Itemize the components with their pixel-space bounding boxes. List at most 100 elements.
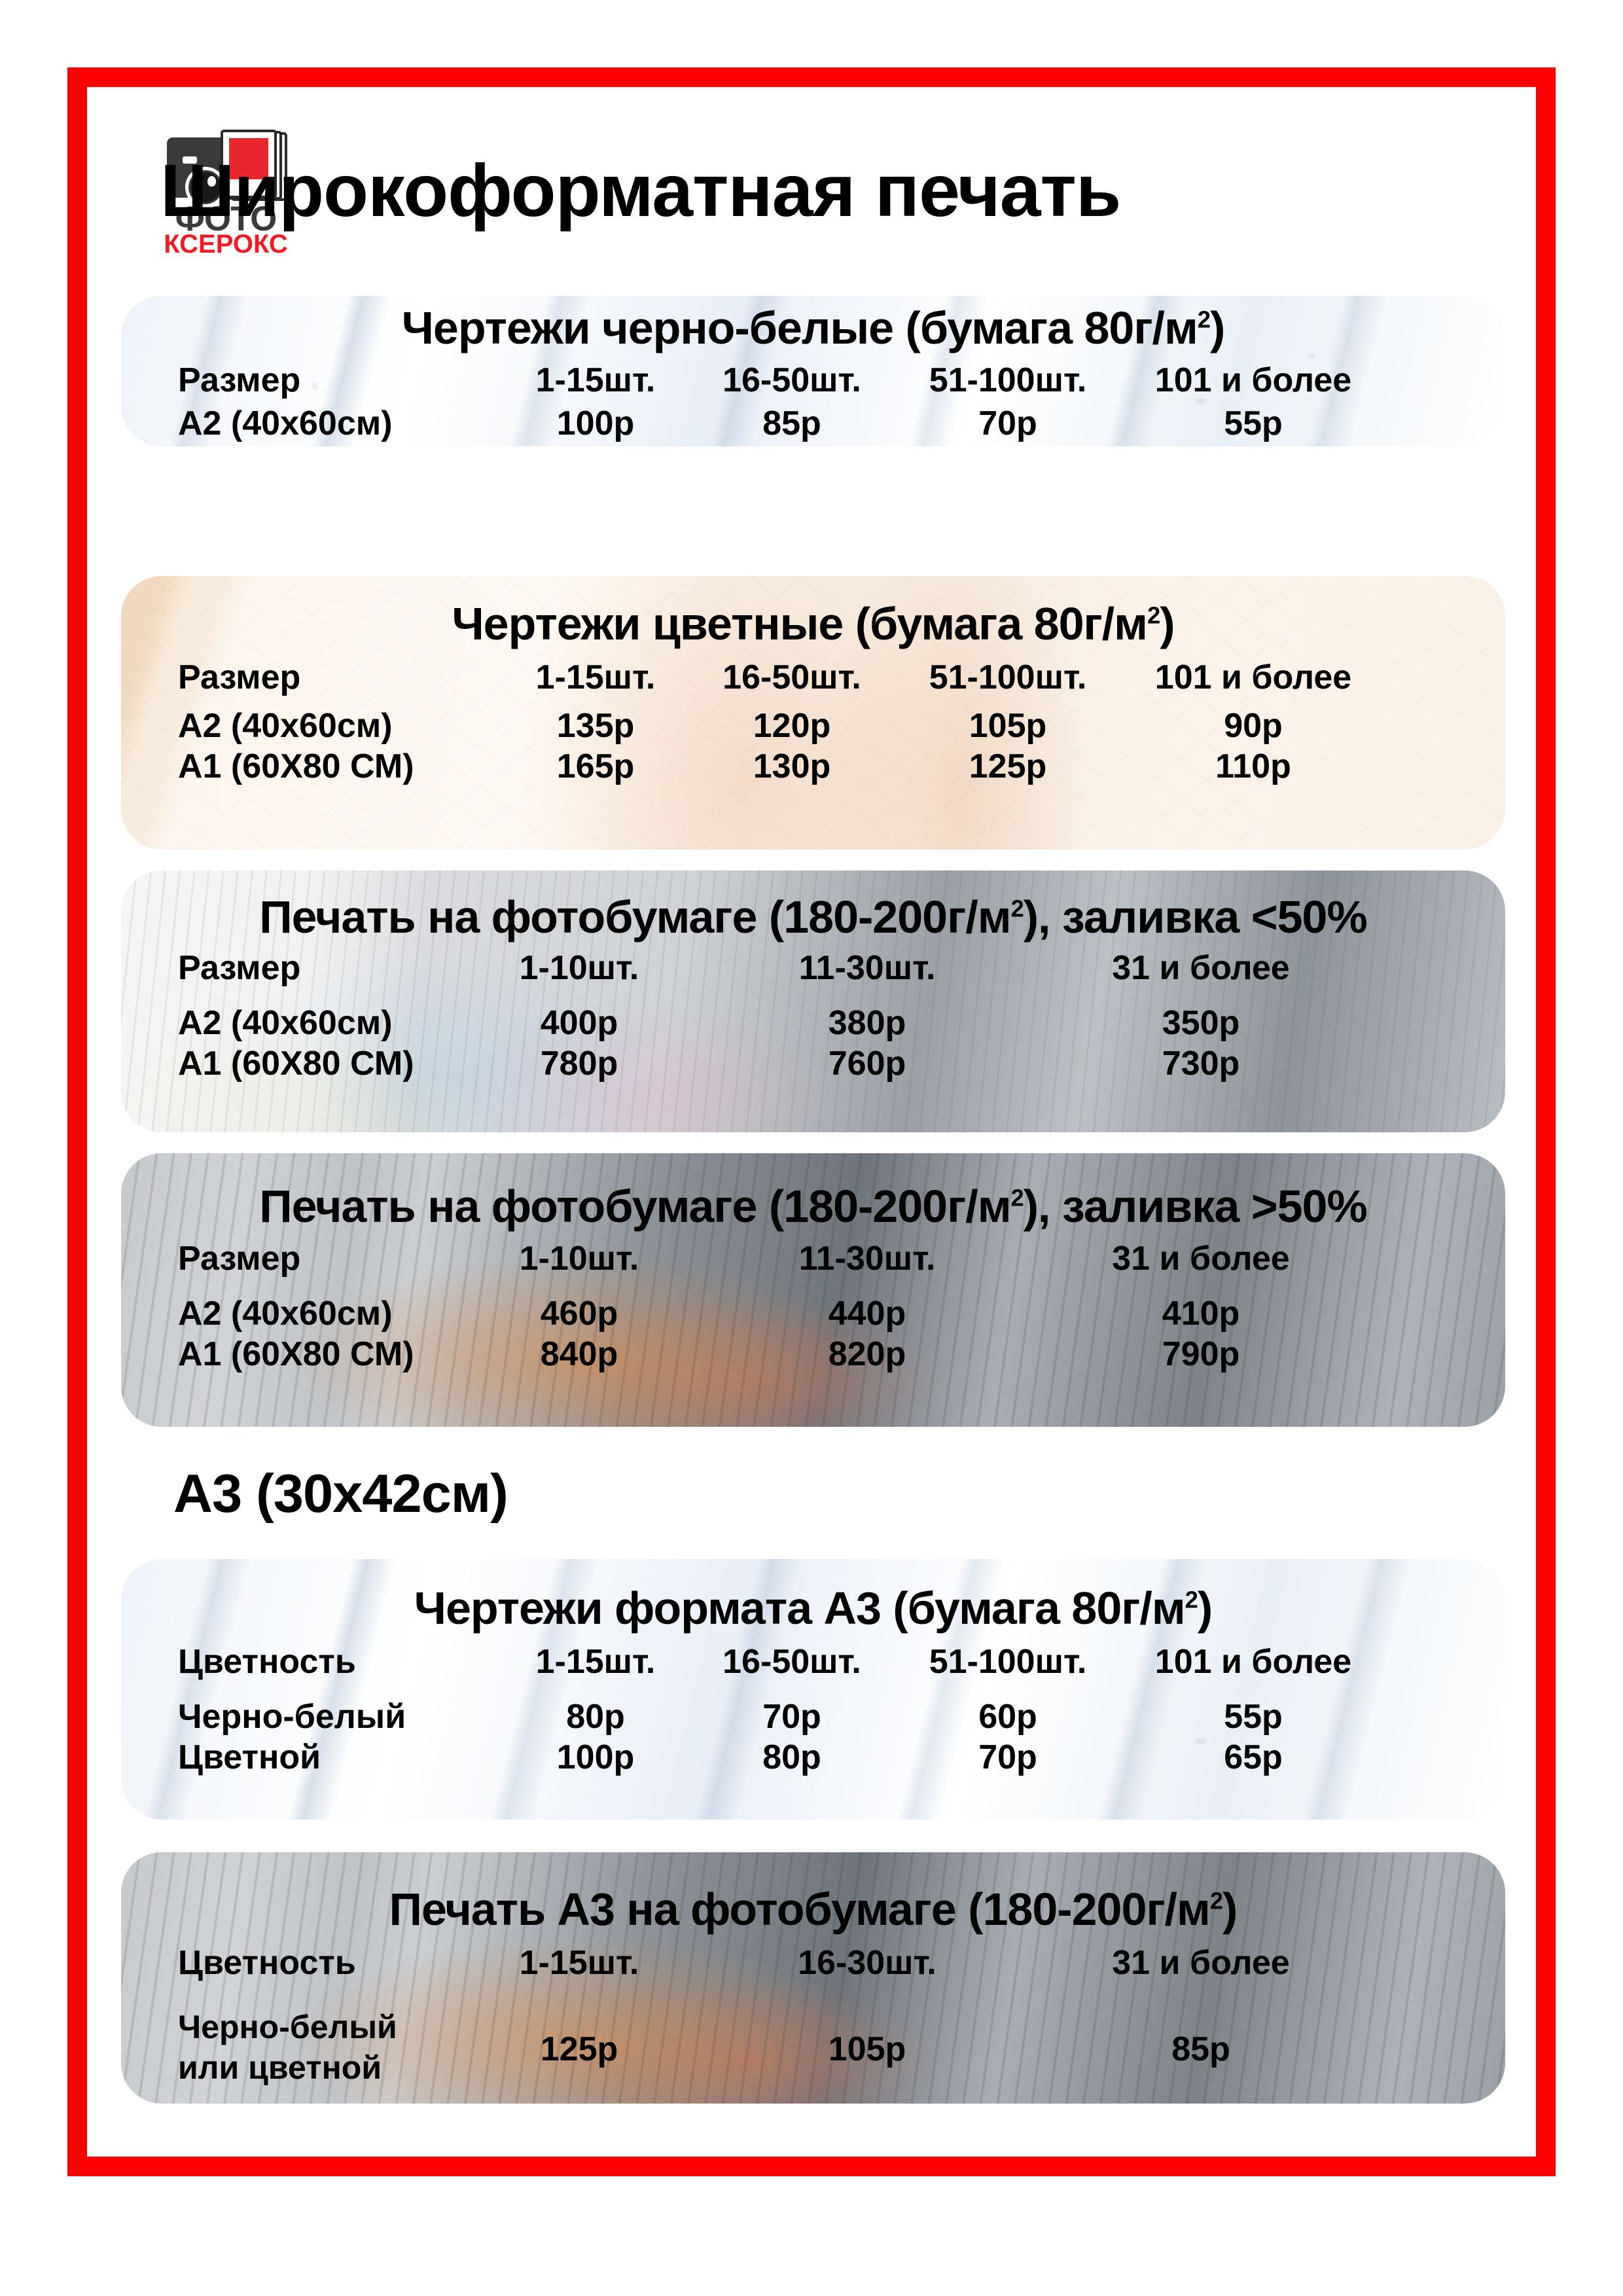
card-title-main: Печать А3 на фотобумаге (180-200г/м: [389, 1884, 1211, 1935]
column-header-3: 51-100шт.: [929, 361, 1087, 399]
card-title-main: Чертежи формата А3 (бумага 80г/м: [414, 1583, 1186, 1634]
price-cell: 70р: [762, 1698, 821, 1736]
row-label: А2 (40х60см): [178, 1295, 393, 1333]
table-row: Цветной 100р 80р 70р 65р: [121, 1736, 1505, 1779]
price-cell: 60р: [978, 1698, 1037, 1736]
card-background-warm: [121, 576, 1505, 850]
card-title-tail: ): [1160, 598, 1175, 649]
card-title-superscript: 2: [1010, 1184, 1024, 1211]
table-row: А1 (60Х80 СМ) 165р 130р 125р 110р: [121, 745, 1505, 788]
price-cell: 80р: [566, 1698, 625, 1736]
column-header-row-label: Размер: [178, 949, 301, 987]
price-cell: 790р: [1162, 1335, 1240, 1373]
table-header-row: Цветность 1-15шт. 16-30шт. 31 и более: [121, 1941, 1505, 1984]
card-title-superscript: 2: [1147, 601, 1160, 629]
price-cell: 125р: [969, 747, 1047, 785]
row-label-line-2: или цветной: [178, 2049, 382, 2086]
row-label: А1 (60Х80 СМ): [178, 442, 414, 446]
price-cell: 100р: [556, 404, 635, 442]
card-title-tail: ): [1197, 1583, 1213, 1634]
card-title-superscript: 2: [1197, 306, 1211, 333]
price-cell: 110р: [1215, 747, 1291, 785]
price-cell: 55р: [1224, 404, 1283, 442]
column-header-1: 1-15шт.: [535, 361, 656, 399]
card-background-printer: [121, 870, 1505, 1132]
brand-name-kserox: КСЕРОКС: [164, 230, 288, 259]
table-header-row: Размер 1-15шт. 16-50шт. 51-100шт. 101 и …: [121, 359, 1505, 402]
price-cell: 730р: [1162, 1045, 1240, 1083]
column-header-3: 31 и более: [1112, 1240, 1290, 1278]
row-label: А2 (40х60см): [178, 1004, 393, 1042]
card-title: Чертежи формата А3 (бумага 80г/м2): [121, 1585, 1505, 1631]
table-row: А2 (40х60см) 135р 120р 105р 90р: [121, 704, 1505, 747]
card-title: Печать на фотобумаге (180-200г/м2), зали…: [121, 894, 1505, 940]
price-cell: 70р: [978, 1738, 1037, 1776]
column-header-1: 1-15шт.: [535, 1643, 656, 1681]
camera-icon: [167, 137, 232, 207]
photo-sheet-image: [229, 138, 268, 179]
price-cell: 400р: [540, 1004, 618, 1042]
price-cell: 350р: [1162, 1004, 1240, 1042]
poster-header: ФОТО КСЕРОКС: [160, 124, 1469, 262]
column-header-3: 31 и более: [1112, 949, 1290, 987]
card-title-main: Чертежи цветные (бумага 80г/м: [452, 598, 1148, 649]
column-header-4: 101 и более: [1154, 658, 1352, 696]
price-cell: 460р: [540, 1295, 618, 1333]
price-cell: 85р: [1122, 442, 1384, 446]
price-cell: 760р: [828, 1045, 906, 1083]
card-title: Печать на фотобумаге (180-200г/м2), зали…: [121, 1183, 1505, 1229]
price-cell: 440р: [828, 1295, 906, 1333]
page-title: Широкоформатная печать: [160, 149, 1121, 232]
table-header-row: Размер 1-10шт. 11-30шт. 31 и более: [121, 946, 1505, 990]
price-cell: 100р: [690, 442, 893, 446]
price-cell: 95р: [900, 442, 1116, 446]
table-row: А2 (40х60см) 400р 380р 350р: [121, 1001, 1505, 1045]
card-title-tail: ): [1209, 302, 1225, 353]
price-cell: 90р: [1224, 707, 1283, 745]
card-background-printer-dark: [121, 1852, 1505, 2104]
price-cell: 105р: [828, 2030, 906, 2068]
card-title-superscript: 2: [1010, 895, 1024, 922]
table-header-row: Размер 1-10шт. 11-30шт. 31 и более: [121, 1237, 1505, 1280]
column-header-1: 1-15шт.: [535, 658, 656, 696]
row-label: Черно-белый: [178, 1698, 406, 1736]
price-card-bw-drawings: Чертежи черно-белые (бумага 80г/м2) Разм…: [121, 296, 1505, 446]
price-cell: 120р: [501, 442, 690, 446]
price-cell: 410р: [1162, 1295, 1240, 1333]
price-cell: 85р: [762, 404, 821, 442]
price-cell: 70р: [978, 404, 1037, 442]
price-cell: 380р: [828, 1004, 906, 1042]
column-header-2: 16-50шт.: [722, 361, 861, 399]
column-header-row-label: Размер: [178, 361, 301, 399]
table-row: Черно-белый 80р 70р 60р 55р: [121, 1695, 1505, 1738]
price-cell: 105р: [969, 707, 1047, 745]
photo-sheet-front: [221, 130, 277, 198]
price-cell: 125р: [540, 2030, 618, 2068]
card-title: Чертежи цветные (бумага 80г/м2): [121, 601, 1505, 647]
card-title-tail: ), заливка >50%: [1023, 1181, 1368, 1232]
column-header-3: 51-100шт.: [929, 658, 1087, 696]
price-card-photo-fill-over50: Печать на фотобумаге (180-200г/м2), зали…: [121, 1153, 1505, 1427]
price-cell: 820р: [828, 1335, 906, 1373]
row-label: А2 (40х60см): [178, 404, 393, 442]
price-cell: 165р: [556, 747, 635, 785]
photo-stack-icon: [221, 130, 289, 204]
table-row: А1 (60Х80 СМ) 120р 100р 95р 85р: [121, 442, 1505, 446]
section-heading-a3: А3 (30х42см): [173, 1463, 508, 1524]
column-header-3: 31 и более: [1112, 1944, 1290, 1982]
column-header-2: 11-30шт.: [798, 949, 936, 987]
price-cell: 65р: [1224, 1738, 1283, 1776]
brand-name-foto: ФОТО: [175, 200, 277, 238]
column-header-1: 1-10шт.: [519, 1240, 639, 1278]
column-header-1: 1-10шт.: [519, 949, 639, 987]
column-header-2: 11-30шт.: [798, 1240, 936, 1278]
table-header-row: Размер 1-15шт. 16-50шт. 51-100шт. 101 и …: [121, 656, 1505, 699]
brand-logo: ФОТО КСЕРОКС: [160, 124, 301, 259]
card-title-main: Печать на фотобумаге (180-200г/м: [259, 1181, 1011, 1232]
red-border-frame: [67, 67, 1556, 2176]
column-header-row-label: Цветность: [178, 1944, 356, 1982]
card-background-blueprint: [121, 1559, 1505, 1820]
price-cell: 135р: [556, 707, 635, 745]
card-title-main: Чертежи черно-белые (бумага 80г/м: [401, 302, 1198, 353]
